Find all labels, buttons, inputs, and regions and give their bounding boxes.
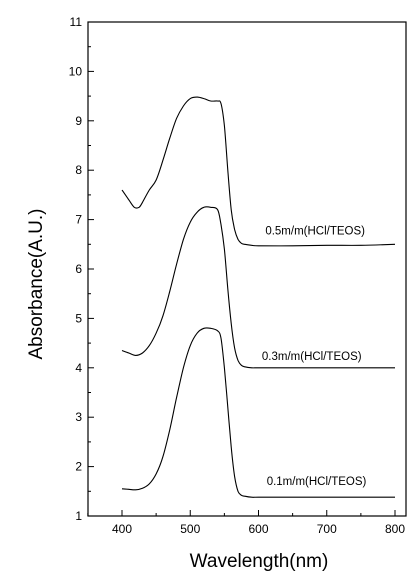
y-tick-label: 2 bbox=[75, 460, 82, 474]
series-label: 0.1m/m(HCl/TEOS) bbox=[267, 476, 367, 488]
series-line bbox=[121, 206, 395, 369]
y-tick-label: 5 bbox=[75, 311, 82, 325]
y-tick-label: 7 bbox=[75, 213, 82, 227]
plot-area: 1 2 3 4 5 6 7 8 9 10 11 400 500 600 700 800 0.5m/m(HCl/T… bbox=[69, 15, 407, 536]
y-tick-label: 3 bbox=[75, 410, 82, 424]
y-tick-label: 8 bbox=[75, 163, 82, 177]
x-tick-label: 600 bbox=[248, 522, 268, 536]
series-label: 0.3m/m(HCl/TEOS) bbox=[262, 351, 362, 363]
y-tick-label: 11 bbox=[70, 15, 83, 29]
x-tick-label: 700 bbox=[317, 522, 337, 536]
y-axis-title: Absorbance(A.U.) bbox=[26, 208, 47, 359]
y-tick-label: 4 bbox=[75, 361, 82, 375]
y-tick-label: 6 bbox=[75, 262, 82, 276]
series-line bbox=[121, 327, 395, 498]
x-tick-label: 800 bbox=[385, 522, 405, 536]
series-label: 0.5m/m(HCl/TEOS) bbox=[265, 225, 365, 237]
x-tick-label: 500 bbox=[180, 522, 200, 536]
x-tick-label: 400 bbox=[112, 522, 132, 536]
y-tick-label: 10 bbox=[69, 64, 83, 78]
plot-frame bbox=[87, 21, 407, 517]
y-tick-label: 1 bbox=[75, 509, 82, 523]
x-axis-title: Wavelength(nm) bbox=[190, 551, 329, 572]
series-line bbox=[121, 96, 396, 247]
y-tick-label: 9 bbox=[75, 114, 82, 128]
